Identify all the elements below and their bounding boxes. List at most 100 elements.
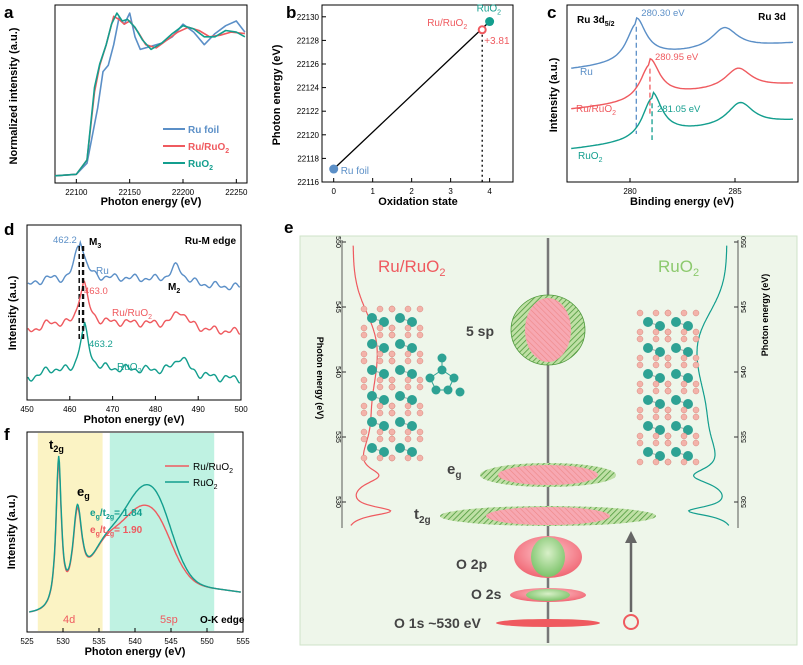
panel-e-left-ticks: 550 545 540 535 530 [334, 236, 346, 508]
o-atom [404, 324, 412, 332]
o-atom [664, 309, 672, 317]
o-atom [360, 402, 368, 410]
panel-b-xlabel: Oxidation state [378, 196, 457, 208]
ru-atom [643, 317, 653, 327]
ru-atom [379, 317, 389, 327]
panel-f-label: f [4, 425, 10, 444]
orbital-eg [480, 463, 616, 487]
o-atom [388, 383, 396, 391]
panel-f-xtick-label: 550 [200, 637, 214, 646]
panel-c-label: c [547, 3, 556, 22]
o-atom [664, 354, 672, 362]
panel-f-xtick-label: 555 [236, 637, 250, 646]
o-atom [360, 331, 368, 339]
panel-b-xtick-label: 0 [331, 187, 336, 196]
panel-e-left-tick-label: 535 [334, 431, 341, 443]
panel-e-right-tick-label: 530 [741, 496, 748, 508]
o-atom [360, 305, 368, 313]
ru-atom [655, 399, 665, 409]
o-atom [680, 413, 688, 421]
o-atom [692, 354, 700, 362]
o-atom [404, 383, 412, 391]
o-atom [388, 324, 396, 332]
panel-b-frame [321, 4, 514, 183]
excitation-arrowhead [625, 531, 637, 543]
ru-atom [367, 443, 377, 453]
o-atom [664, 335, 672, 343]
panel-d-peak-label: 462.2 [53, 235, 77, 246]
orbital-t2g-ruruo2 [486, 507, 610, 525]
panel-e-left-tick-label: 545 [334, 301, 341, 313]
panel-d-series-ruruo2: Ru/RuO2 [112, 308, 152, 321]
panel-c-series-line [571, 57, 793, 110]
panel-a-frame [54, 4, 248, 184]
ru-atom [407, 447, 417, 457]
orbital-t2g [440, 506, 656, 526]
panel-b-point-ruruo2 [477, 25, 487, 35]
o-atom [376, 402, 384, 410]
panel-c-xtick-label: 280 [623, 187, 637, 196]
level-o1s: O 1s ~530 eV [394, 615, 481, 631]
ru-atom [395, 313, 405, 323]
o-atom [360, 409, 368, 417]
panel-b-point-ruo2 [485, 17, 495, 27]
o-atom [692, 458, 700, 466]
ru-atom [379, 343, 389, 353]
o-atom [636, 380, 644, 388]
o-atom [652, 458, 660, 466]
o-atom [404, 454, 412, 462]
panel-a-xtick-label: 22150 [119, 188, 142, 197]
o-atom [388, 435, 396, 443]
panel-b-fit-line [333, 21, 491, 170]
ru-atom [671, 395, 681, 405]
o-atom [680, 328, 688, 336]
o-atom [404, 350, 412, 358]
ru-atom [395, 443, 405, 453]
legend-f-ruruo2: Ru/RuO2 [193, 462, 233, 475]
o-atom [360, 376, 368, 384]
panel-f-legend: Ru/RuO2 RuO2 [165, 462, 233, 491]
ru-atom [407, 369, 417, 379]
ru-atom [395, 417, 405, 427]
excitation-circle [623, 614, 639, 630]
panel-c-frame [566, 4, 799, 183]
panel-d-title: Ru-M edge [185, 236, 237, 247]
o-atom [376, 428, 384, 436]
panel-b-ylabel: Photon energy (eV) [271, 44, 283, 145]
o-atom [664, 387, 672, 395]
panel-b-label: b [286, 3, 296, 22]
panel-b-label-ruruo2: Ru/RuO2 [427, 18, 467, 31]
o-atom [388, 402, 396, 410]
panel-d-peak-label: 463.2 [89, 339, 113, 350]
panel-e-right-tick-label: 535 [741, 431, 748, 443]
ru-atom [683, 321, 693, 331]
panel-d-xtick-label: 490 [192, 405, 206, 414]
panel-e-right-tick-label: 540 [741, 366, 748, 378]
panel-c-peak-label: 281.05 eV [657, 104, 701, 115]
o-atom [636, 328, 644, 336]
panel-f-xtick-label: 535 [92, 637, 106, 646]
ru-atom [407, 317, 417, 327]
panel-b-ytick-label: 22130 [297, 13, 320, 22]
panel-d-label: d [4, 220, 14, 239]
ru-atom [367, 391, 377, 401]
o-atom [376, 324, 384, 332]
o-atom [664, 458, 672, 466]
orbital-o2s-inner [526, 589, 570, 601]
panel-f-ylabel: Intensity (a.u.) [6, 494, 18, 569]
o-atom [404, 331, 412, 339]
panel-d-m3-label: M3 [89, 237, 101, 250]
panel-f-region-5sp: 5sp [160, 614, 178, 626]
crystal-structure-ruo2 [636, 309, 700, 466]
o-atom [692, 361, 700, 369]
panel-b-xtick-label: 2 [409, 187, 414, 196]
ru-atom [671, 317, 681, 327]
o-atom [636, 354, 644, 362]
o-atom [360, 454, 368, 462]
panel-a-ylabel: Normalized intensity (a.u.) [8, 27, 20, 164]
o-atom [376, 350, 384, 358]
o-atom [404, 428, 412, 436]
o-atom [388, 409, 396, 417]
o-atom [416, 331, 424, 339]
